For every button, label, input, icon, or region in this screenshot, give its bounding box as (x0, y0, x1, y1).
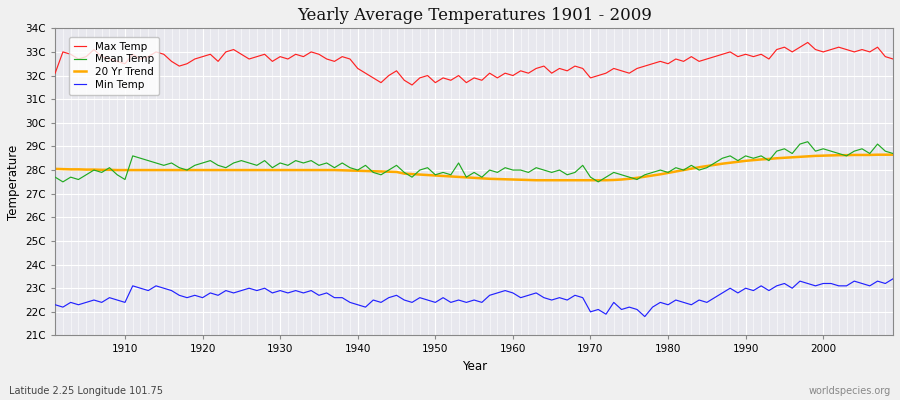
20 Yr Trend (112, 168, 122, 172)
Mean Temp (887, 151, 898, 156)
Min Temp (283, 290, 293, 295)
Max Temp (407, 82, 418, 87)
20 Yr Trend (500, 177, 510, 182)
Max Temp (508, 73, 518, 78)
Max Temp (329, 59, 340, 64)
Text: worldspecies.org: worldspecies.org (809, 386, 891, 396)
Min Temp (500, 288, 510, 293)
Title: Yearly Average Temperatures 1901 - 2009: Yearly Average Temperatures 1901 - 2009 (297, 7, 652, 24)
Min Temp (887, 276, 898, 281)
Max Temp (283, 56, 293, 61)
20 Yr Trend (872, 152, 883, 157)
Line: 20 Yr Trend: 20 Yr Trend (55, 155, 893, 180)
Min Temp (600, 312, 611, 317)
Line: Mean Temp: Mean Temp (55, 142, 893, 182)
20 Yr Trend (608, 178, 619, 182)
Y-axis label: Temperature: Temperature (7, 144, 20, 220)
Mean Temp (291, 158, 302, 163)
Min Temp (50, 302, 60, 307)
20 Yr Trend (329, 168, 340, 172)
20 Yr Trend (887, 152, 898, 157)
Mean Temp (516, 168, 526, 172)
Mean Temp (608, 170, 619, 175)
Max Temp (802, 40, 813, 45)
Line: Min Temp: Min Temp (55, 279, 893, 316)
Mean Temp (50, 175, 60, 180)
Min Temp (508, 290, 518, 295)
Line: Max Temp: Max Temp (55, 42, 893, 85)
X-axis label: Year: Year (462, 360, 487, 373)
Max Temp (112, 59, 122, 64)
Mean Temp (337, 160, 347, 165)
Mean Temp (508, 168, 518, 172)
20 Yr Trend (50, 166, 60, 171)
Mean Temp (802, 139, 813, 144)
Max Temp (887, 56, 898, 61)
20 Yr Trend (508, 177, 518, 182)
Min Temp (329, 295, 340, 300)
20 Yr Trend (531, 178, 542, 183)
Mean Temp (120, 177, 130, 182)
Legend: Max Temp, Mean Temp, 20 Yr Trend, Min Temp: Max Temp, Mean Temp, 20 Yr Trend, Min Te… (68, 36, 159, 95)
Max Temp (516, 68, 526, 73)
Text: Latitude 2.25 Longitude 101.75: Latitude 2.25 Longitude 101.75 (9, 386, 163, 396)
Max Temp (50, 71, 60, 76)
Max Temp (608, 66, 619, 71)
Mean Temp (58, 180, 68, 184)
20 Yr Trend (283, 168, 293, 172)
Min Temp (639, 314, 650, 319)
Min Temp (112, 298, 122, 302)
